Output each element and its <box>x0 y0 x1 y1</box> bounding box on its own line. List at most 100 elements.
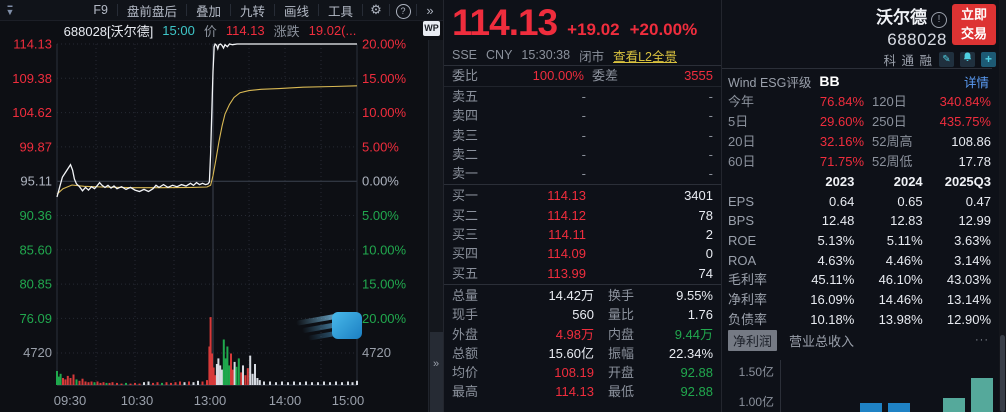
stat-row: 总额 15.60亿 振幅 22.34% <box>452 345 713 361</box>
expand-panel-icon[interactable]: » <box>432 358 440 370</box>
trade-now-button[interactable]: 立即 交易 <box>952 4 996 45</box>
financials-row: ROE 5.13% 5.11% 3.63% <box>728 233 991 249</box>
svg-text:4720: 4720 <box>362 345 391 360</box>
esg-detail-link[interactable]: 详情 <box>963 75 989 90</box>
toolbar-item-4[interactable]: 九转 <box>239 4 265 19</box>
toolbar-more-icon[interactable]: » <box>426 2 434 18</box>
ask-row: 卖五 - - <box>452 89 713 104</box>
intraday-chart: 114.13 20.00% 109.38 15.00% 104.62 10.00% 99.8… <box>12 37 407 409</box>
chart-toolbar: ▼ F9 盘前盘后 叠加 九转 画线 工具 ⚙ ? » <box>0 0 443 21</box>
toolbar-item-1[interactable]: F9 <box>93 3 108 17</box>
quote-time: 15:00 <box>162 23 195 38</box>
wp-badge[interactable]: WP <box>423 21 440 36</box>
performance-table: 今年 76.84% 120日 340.84% 5日 29.60% 250日 435.75% 20… <box>728 92 991 172</box>
stock-attribute-badges: 科 通 融 ✎ + <box>884 50 996 69</box>
svg-text:15.00%: 15.00% <box>362 71 407 86</box>
financials-row: BPS 12.48 12.83 12.99 <box>728 213 991 229</box>
toolbar-item-2[interactable]: 盘前盘后 <box>126 4 177 19</box>
svg-text:14:00: 14:00 <box>269 393 302 408</box>
toolbar-item-6[interactable]: 工具 <box>327 4 353 19</box>
financials-row: 负债率 10.18% 13.98% 12.90% <box>728 311 991 327</box>
performance-row: 5日 29.60% 250日 435.75% <box>728 114 991 129</box>
stat-row: 最高 114.13 最低 92.88 <box>452 384 713 400</box>
change-label: 涨跌 <box>273 24 300 39</box>
last-price: 114.13 <box>452 2 558 43</box>
rail-scroll-thumb[interactable] <box>430 332 443 412</box>
info-icon[interactable]: ! <box>931 12 947 28</box>
stock-identity: 沃尔德! 688028 <box>876 3 947 50</box>
bid-levels: 买一 114.13 3401 买二 114.12 78 买三 114.11 2 买四 114.09 0… <box>444 186 721 282</box>
svg-text:10.00%: 10.00% <box>362 105 407 120</box>
board-badges: 科 通 融 <box>883 54 933 68</box>
market-status-row: SSE CNY 15:30:38 闭市 查看L2全景 <box>444 45 721 66</box>
edit-icon[interactable]: ✎ <box>939 52 954 67</box>
tab-net-profit[interactable]: 净利润 <box>728 329 778 351</box>
svg-text:15:00: 15:00 <box>332 393 365 408</box>
stat-row: 外盘 4.98万 内盘 9.44万 <box>452 326 713 342</box>
svg-text:114.13: 114.13 <box>13 37 52 52</box>
help-icon[interactable]: ? <box>390 2 416 19</box>
performance-row: 60日 71.75% 52周低 17.78 <box>728 154 991 169</box>
gear-icon[interactable]: ⚙ <box>370 2 382 17</box>
page-scrollbar[interactable] <box>999 0 1006 412</box>
stock-code: 688028 <box>887 30 947 49</box>
change-value: 19.02(... <box>308 23 357 38</box>
svg-text:104.62: 104.62 <box>12 105 52 120</box>
esg-rating: BB <box>819 73 840 89</box>
weibi-row: 委比 100.00% 委差 3555 <box>444 66 721 87</box>
currency: CNY <box>486 48 513 62</box>
svg-text:99.87: 99.87 <box>19 139 52 154</box>
svg-text:20.00%: 20.00% <box>362 37 407 52</box>
bid-row: 买二 114.12 78 <box>452 207 713 223</box>
add-watchlist-icon[interactable]: + <box>981 52 996 67</box>
scrollbar-thumb[interactable] <box>1000 335 1005 412</box>
svg-text:0.00%: 0.00% <box>362 174 399 189</box>
bid-row: 买四 114.09 0 <box>452 246 713 262</box>
performance-row: 今年 76.84% 120日 340.84% <box>728 94 991 109</box>
svg-text:15.00%: 15.00% <box>362 277 407 292</box>
svg-text:5.00%: 5.00% <box>362 208 399 223</box>
filter-icon[interactable]: ▼ <box>3 4 17 17</box>
svg-text:85.60: 85.60 <box>19 242 52 257</box>
alert-bell-icon[interactable] <box>960 52 975 67</box>
price-change: +19.02 <box>567 20 620 39</box>
stock-name: 沃尔德 <box>876 8 927 27</box>
financials-row: 净利率 16.09% 14.46% 13.14% <box>728 292 991 308</box>
financials-table: 2023 2024 2025Q3 EPS 0.64 0.65 0.47 BPS 12.48 12.… <box>728 172 991 330</box>
bid-row: 买五 113.99 74 <box>452 265 713 281</box>
tab-total-revenue[interactable]: 营业总收入 <box>789 333 855 349</box>
quote-panel: 114.13 +19.02 +20.00% SSE CNY 15:30:38 闭… <box>444 0 722 412</box>
quote-stats: 总量 14.42万 换手 9.55% 现手 560 量比 1.76 外盘 4.98万 内盘 9.44万… <box>444 286 721 402</box>
chart-header: 688028[沃尔德] 15:00 价 114.13 涨跌 19.02(... <box>0 22 420 39</box>
profit-bar <box>888 403 910 412</box>
mini-chart-tabs: 净利润 营业总收入 ··· <box>728 329 989 351</box>
bid-row: 买三 114.11 2 <box>452 227 713 243</box>
last-price-row: 114.13 +19.02 +20.00% <box>444 0 721 45</box>
chart-panel-rail: » <box>428 40 443 412</box>
ask-row: 卖三 - - <box>452 127 713 143</box>
mini-axis-tick: 1.00亿 <box>738 395 774 409</box>
toolbar-item-3[interactable]: 叠加 <box>195 4 221 19</box>
svg-text:10.00%: 10.00% <box>362 242 407 257</box>
bid-row: 买一 114.13 3401 <box>452 188 713 204</box>
financials-row: 毛利率 45.11% 46.10% 43.03% <box>728 272 991 288</box>
l2-panorama-link[interactable]: 查看L2全景 <box>613 49 678 64</box>
svg-text:109.38: 109.38 <box>12 71 52 86</box>
performance-row: 20日 32.16% 52周高 108.86 <box>728 134 991 149</box>
weicha-label: 委差 <box>592 68 619 83</box>
toolbar-item-5[interactable]: 画线 <box>283 4 309 19</box>
svg-text:09:30: 09:30 <box>54 393 87 408</box>
profit-bar <box>943 398 965 412</box>
more-options-icon[interactable]: ··· <box>975 334 989 346</box>
stat-row: 均价 108.19 开盘 92.88 <box>452 365 713 381</box>
ask-row: 卖二 - - <box>452 146 713 162</box>
profit-bar-chart: 1.50亿 1.00亿 <box>722 352 993 412</box>
ask-row: 卖一 - - <box>452 166 713 182</box>
market-status: 闭市 <box>579 49 605 64</box>
stat-row: 现手 560 量比 1.76 <box>452 307 713 323</box>
financials-row: EPS 0.64 0.65 0.47 <box>728 193 991 209</box>
svg-text:20.00%: 20.00% <box>362 311 407 326</box>
svg-text:90.36: 90.36 <box>19 208 52 223</box>
profit-bar <box>860 403 882 412</box>
svg-text:76.09: 76.09 <box>19 311 52 326</box>
